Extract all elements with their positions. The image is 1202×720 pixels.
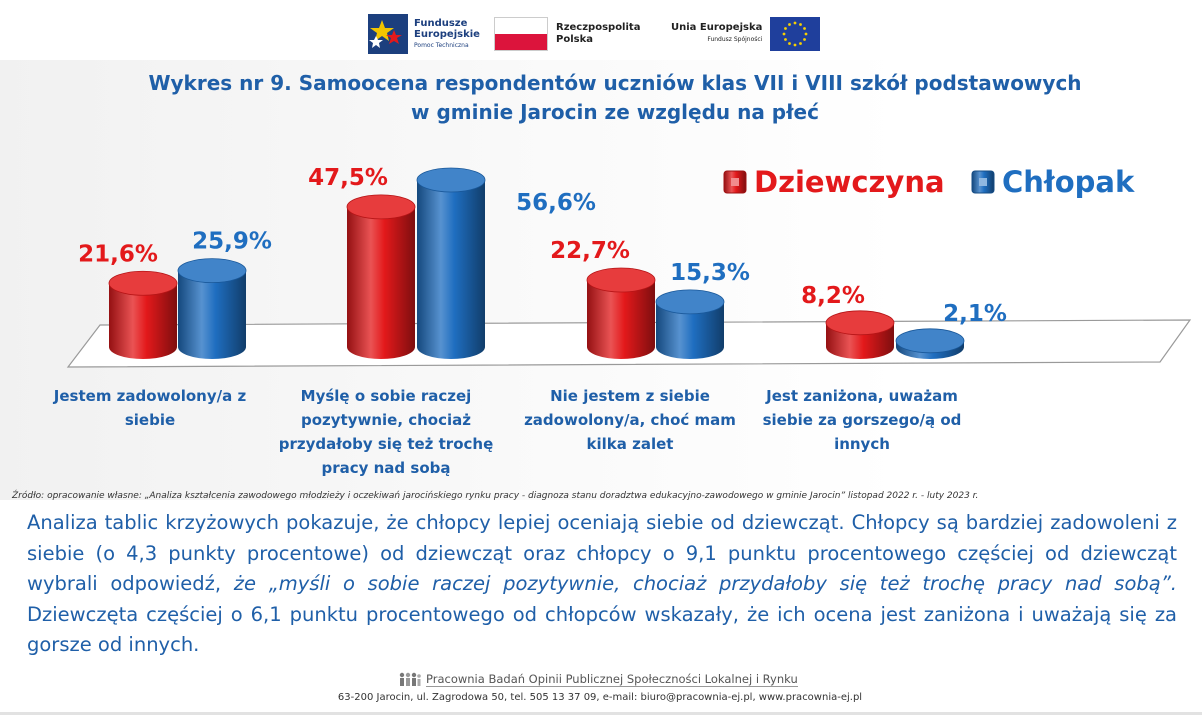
category-label-1: Jestem zadowolony/a z siebie [53, 387, 247, 429]
footer-name: Pracownia Badań Opinii Publicznej Społec… [426, 671, 798, 687]
bar-dziewczyna-2 [346, 194, 416, 359]
logo-bar: Fundusze Europejskie Pomoc Techniczna Rz… [0, 10, 1202, 60]
data-label-dziewczyna-1: 21,6% [78, 241, 158, 267]
data-label-chłopak-2: 56,6% [516, 190, 596, 216]
ue-line2: Fundusz Spójności [707, 36, 763, 43]
bar-chłopak-1 [177, 258, 247, 359]
unia-europejska-logo: Unia Europejska Fundusz Spójności [671, 10, 821, 58]
fe-star-icon [368, 14, 408, 54]
footer-brand: Pracownia Badań Opinii Publicznej Społec… [398, 670, 798, 688]
legend-dziewczyna: Dziewczyna [723, 165, 945, 199]
data-label-dziewczyna-3: 22,7% [550, 238, 630, 264]
eu-flag-icon [770, 17, 821, 51]
chart-title-line2: w gminie Jarocin ze względu na płeć [411, 100, 819, 124]
fe-line3: Pomoc Techniczna [414, 41, 469, 49]
analysis-paragraph: Analiza tablic krzyżowych pokazuje, że c… [27, 508, 1177, 661]
data-label-dziewczyna-4: 8,2% [801, 283, 865, 309]
fe-line1: Fundusze [414, 17, 468, 29]
chart-title-line1: Wykres nr 9. Samoocena respondentów uczn… [148, 71, 1082, 95]
bottom-divider [0, 712, 1202, 715]
fe-line2: Europejskie [414, 28, 480, 40]
rzeczpospolita-logo: Rzeczpospolita Polska [494, 10, 640, 58]
bar-chart: 21,6% 25,9% 47,5% 56,6% 22,7% 15,3% 8,2% 2,1% Dz… [66, 165, 1192, 368]
legend-label-dziewczyna: Dziewczyna [754, 165, 945, 199]
source-note: Źródło: opracowanie własne: „Analiza ksz… [12, 491, 979, 501]
legend-chłopak: Chłopak [971, 165, 1135, 199]
polish-flag-icon [494, 17, 548, 51]
legend-label-chłopak: Chłopak [1002, 165, 1135, 199]
bar-dziewczyna-3 [586, 267, 656, 359]
bar-chłopak-2 [416, 167, 486, 359]
category-label-2: Myślę o sobie raczej pozytywnie, chociaż… [278, 387, 494, 477]
bar-chłopak-4 [895, 328, 965, 359]
category-label-3: Nie jestem z siebie zadowolony/a, choć m… [524, 387, 736, 453]
ue-line1: Unia Europejska [671, 22, 763, 33]
data-label-chłopak-4: 2,1% [943, 301, 1007, 327]
rp-line2: Polska [556, 34, 593, 45]
fundusze-europejskie-logo: Fundusze Europejskie Pomoc Techniczna [368, 10, 480, 58]
category-label-4: Jest zaniżona, uważam siebie za gorszego… [762, 387, 962, 453]
data-label-dziewczyna-2: 47,5% [308, 165, 388, 191]
footer-address: 63-200 Jarocin, ul. Zagrodowa 50, tel. 5… [337, 692, 863, 703]
bar-dziewczyna-1 [108, 270, 178, 359]
analysis-text-quote: że „myśli o sobie raczej pozytywnie, cho… [233, 572, 1178, 595]
chart-title: Wykres nr 9. Samoocena respondentów uczn… [100, 69, 1130, 127]
people-icon [399, 672, 421, 686]
analysis-text-1: Analiza tablic krzyżowych pokazuje, że c… [27, 511, 1177, 595]
bar-dziewczyna-4 [825, 310, 895, 359]
rp-line1: Rzeczpospolita [556, 22, 641, 33]
data-label-chłopak-3: 15,3% [670, 260, 750, 286]
bar-chłopak-3 [655, 289, 725, 359]
data-label-chłopak-1: 25,9% [192, 229, 272, 255]
analysis-text-2: Dziewczęta częściej o 6,1 punktu procent… [27, 602, 1177, 657]
